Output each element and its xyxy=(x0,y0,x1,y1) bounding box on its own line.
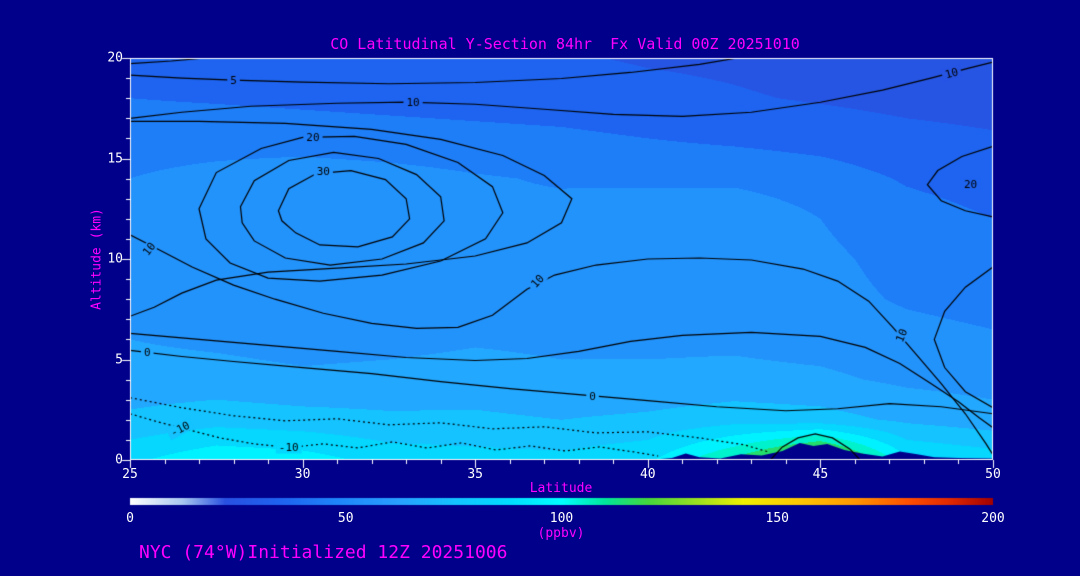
colorbar-tick-label: 100 xyxy=(549,511,574,526)
colorbar-tick-label: 150 xyxy=(765,511,789,526)
y-tick-label: 10 xyxy=(107,251,123,267)
x-tick-label: 25 xyxy=(122,467,138,482)
y-tick-label: 0 xyxy=(115,452,123,468)
colorbar-tick-label: 50 xyxy=(337,511,354,526)
colorbar-tick-label: 200 xyxy=(981,511,1005,526)
y-tick-label: 5 xyxy=(115,352,123,367)
y-axis-label: Altitude (km) xyxy=(89,208,105,310)
x-tick-label: 45 xyxy=(812,467,829,482)
x-tick-label: 40 xyxy=(639,467,656,482)
colorbar-tick-label: 0 xyxy=(126,511,134,526)
init-info-text: NYC (74°W)Initialized 12Z 20251006 xyxy=(139,542,508,563)
x-axis-label: Latitude xyxy=(529,481,593,496)
x-tick-label: 35 xyxy=(467,467,484,482)
x-tick-label: 50 xyxy=(985,467,1001,482)
chart-title: CO Latitudinal Y-Section 84hr Fx Valid 0… xyxy=(330,35,800,53)
x-tick-label: 30 xyxy=(294,467,311,482)
colorbar-units-label: (ppbv) xyxy=(537,526,585,541)
y-tick-label: 15 xyxy=(107,151,123,166)
y-tick-label: 20 xyxy=(107,50,123,66)
